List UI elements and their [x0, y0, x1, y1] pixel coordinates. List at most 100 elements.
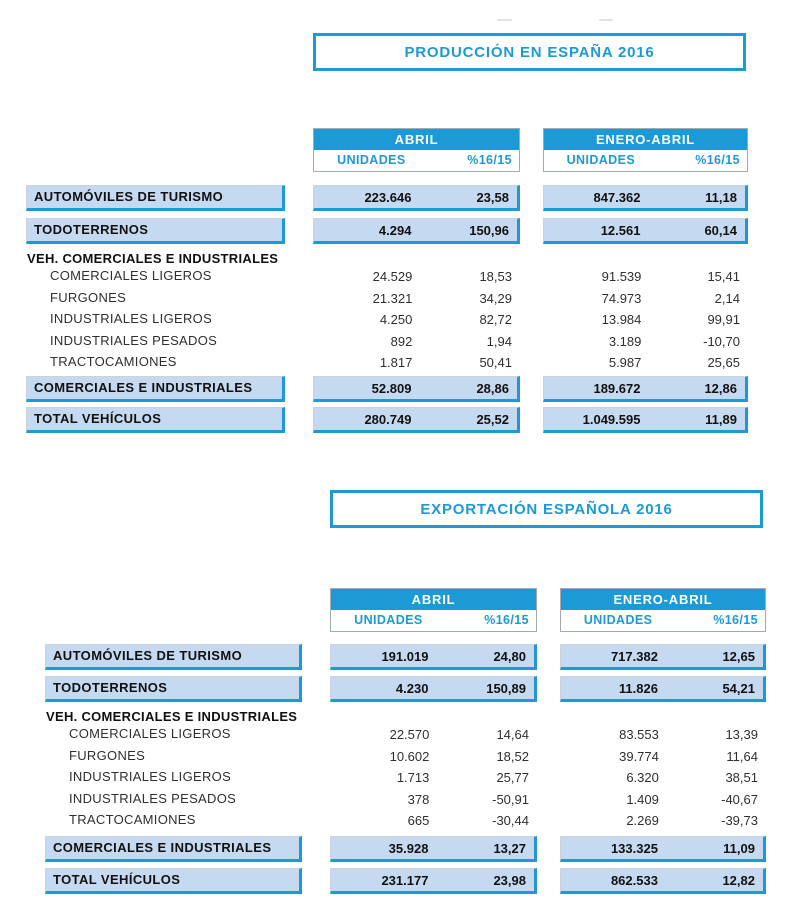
unidades-value: 24.529 [372, 268, 413, 284]
detail-label: FURGONES [69, 748, 146, 763]
row-label: TOTAL VEHÍCULOS [53, 872, 181, 887]
row-label-box: TODOTERRENOS [26, 218, 285, 244]
detail-label: INDUSTRIALES PESADOS [50, 333, 218, 348]
enero-values: 39.774 11,64 [560, 748, 766, 764]
pct-value: 13,39 [725, 726, 758, 742]
pct-value: 23,58 [476, 189, 509, 205]
pct-header: %16/15 [695, 153, 740, 167]
enero-abril-header-group: ENERO-ABRIL UNIDADES %16/15 [560, 588, 766, 632]
unidades-value: 22.570 [389, 726, 430, 742]
unidades-value: 4.294 [378, 222, 412, 238]
unidades-value: 231.177 [381, 872, 429, 888]
enero-values: 189.672 12,86 [543, 376, 748, 402]
pct-value: 34,29 [479, 290, 512, 306]
detail-label: INDUSTRIALES LIGEROS [50, 311, 213, 326]
abril-values: 24.529 18,53 [313, 268, 520, 284]
pct-value: 28,86 [476, 380, 509, 396]
enero-values: 12.561 60,14 [543, 218, 748, 244]
unidades-value: 133.325 [610, 840, 658, 856]
abril-header-group: ABRIL UNIDADES %16/15 [330, 588, 537, 632]
row-label-box: TOTAL VEHÍCULOS [26, 407, 285, 433]
enero-values: 91.539 15,41 [543, 268, 748, 284]
abril-values: 4.230 150,89 [330, 676, 537, 702]
pct-value: -39,73 [721, 812, 758, 828]
enero-abril-header: ENERO-ABRIL [544, 129, 747, 150]
pct-value: -10,70 [703, 333, 740, 349]
unidades-value: 3.189 [608, 333, 642, 349]
pct-value: 54,21 [722, 680, 755, 696]
pct-value: 11,09 [723, 840, 755, 856]
row-label: TOTAL VEHÍCULOS [34, 411, 162, 426]
unidades-value: 1.409 [626, 791, 659, 807]
unidades-value: 6.320 [626, 769, 659, 785]
unidades-value: 83.553 [619, 726, 659, 742]
pct-value: 150,96 [469, 222, 509, 238]
unidades-value: 189.672 [593, 380, 641, 396]
detail-label: INDUSTRIALES PESADOS [69, 791, 237, 806]
pct-value: 25,52 [476, 411, 509, 427]
pct-value: 23,98 [493, 872, 526, 888]
abril-values: 10.602 18,52 [330, 748, 537, 764]
pct-value: 13,27 [493, 840, 526, 856]
pct-value: -40,67 [721, 791, 758, 807]
pct-value: 11,89 [705, 411, 737, 427]
unidades-value: 717.382 [610, 648, 658, 664]
enero-abril-header: ENERO-ABRIL [561, 589, 765, 610]
unidades-value: 13.984 [601, 311, 642, 327]
enero-values: 847.362 11,18 [543, 185, 748, 211]
export-title: EXPORTACIÓN ESPAÑOLA 2016 [420, 500, 673, 518]
scan-artifact [497, 19, 512, 21]
abril-values: 223.646 23,58 [313, 185, 520, 211]
pct-value: 14,64 [496, 726, 529, 742]
pct-value: -30,44 [492, 812, 529, 828]
unidades-header: UNIDADES [583, 613, 653, 627]
unidades-value: 892 [390, 333, 413, 349]
unidades-value: 10.602 [389, 748, 430, 764]
row-label: TODOTERRENOS [53, 680, 168, 695]
unidades-value: 223.646 [364, 189, 412, 205]
row-label: AUTOMÓVILES DE TURISMO [53, 648, 243, 663]
pct-value: 12,86 [704, 380, 737, 396]
pct-value: -50,91 [492, 791, 529, 807]
abril-values: 191.019 24,80 [330, 644, 537, 670]
detail-label: INDUSTRIALES LIGEROS [69, 769, 232, 784]
enero-values: 11.826 54,21 [560, 676, 766, 702]
export-title-box: EXPORTACIÓN ESPAÑOLA 2016 [330, 490, 763, 528]
pct-value: 60,14 [704, 222, 737, 238]
abril-values: 4.250 82,72 [313, 311, 520, 327]
unidades-value: 39.774 [619, 748, 659, 764]
enero-values: 717.382 12,65 [560, 644, 766, 670]
unidades-value: 862.533 [610, 872, 658, 888]
enero-values: 74.973 2,14 [543, 290, 748, 306]
pct-value: 11,64 [726, 748, 758, 764]
abril-values: 665 -30,44 [330, 812, 537, 828]
row-label: COMERCIALES E INDUSTRIALES [53, 840, 272, 855]
unidades-value: 74.973 [601, 290, 642, 306]
enero-values: 1.409 -40,67 [560, 791, 766, 807]
unidades-value: 280.749 [364, 411, 412, 427]
detail-label: COMERCIALES LIGEROS [50, 268, 212, 283]
row-label: TODOTERRENOS [34, 222, 149, 237]
abril-values: 35.928 13,27 [330, 836, 537, 862]
pct-value: 18,53 [479, 268, 512, 284]
unidades-value: 21.321 [372, 290, 413, 306]
enero-values: 13.984 99,91 [543, 311, 748, 327]
abril-header: ABRIL [314, 129, 519, 150]
abril-values: 1.817 50,41 [313, 354, 520, 370]
unidades-value: 378 [407, 791, 430, 807]
abril-values: 231.177 23,98 [330, 868, 537, 894]
pct-value: 11,18 [705, 189, 737, 205]
abril-values: 52.809 28,86 [313, 376, 520, 402]
detail-label: TRACTOCAMIONES [50, 354, 177, 369]
enero-values: 6.320 38,51 [560, 769, 766, 785]
enero-values: 2.269 -39,73 [560, 812, 766, 828]
section-header: VEH. COMERCIALES E INDUSTRIALES [46, 709, 298, 724]
unidades-value: 1.713 [396, 769, 430, 785]
row-label-box: AUTOMÓVILES DE TURISMO [26, 185, 285, 211]
enero-values: 133.325 11,09 [560, 836, 766, 862]
pct-header: %16/15 [467, 153, 512, 167]
detail-label: TRACTOCAMIONES [69, 812, 196, 827]
enero-values: 5.987 25,65 [543, 354, 748, 370]
row-label-box: TOTAL VEHÍCULOS [45, 868, 302, 894]
enero-values: 3.189 -10,70 [543, 333, 748, 349]
